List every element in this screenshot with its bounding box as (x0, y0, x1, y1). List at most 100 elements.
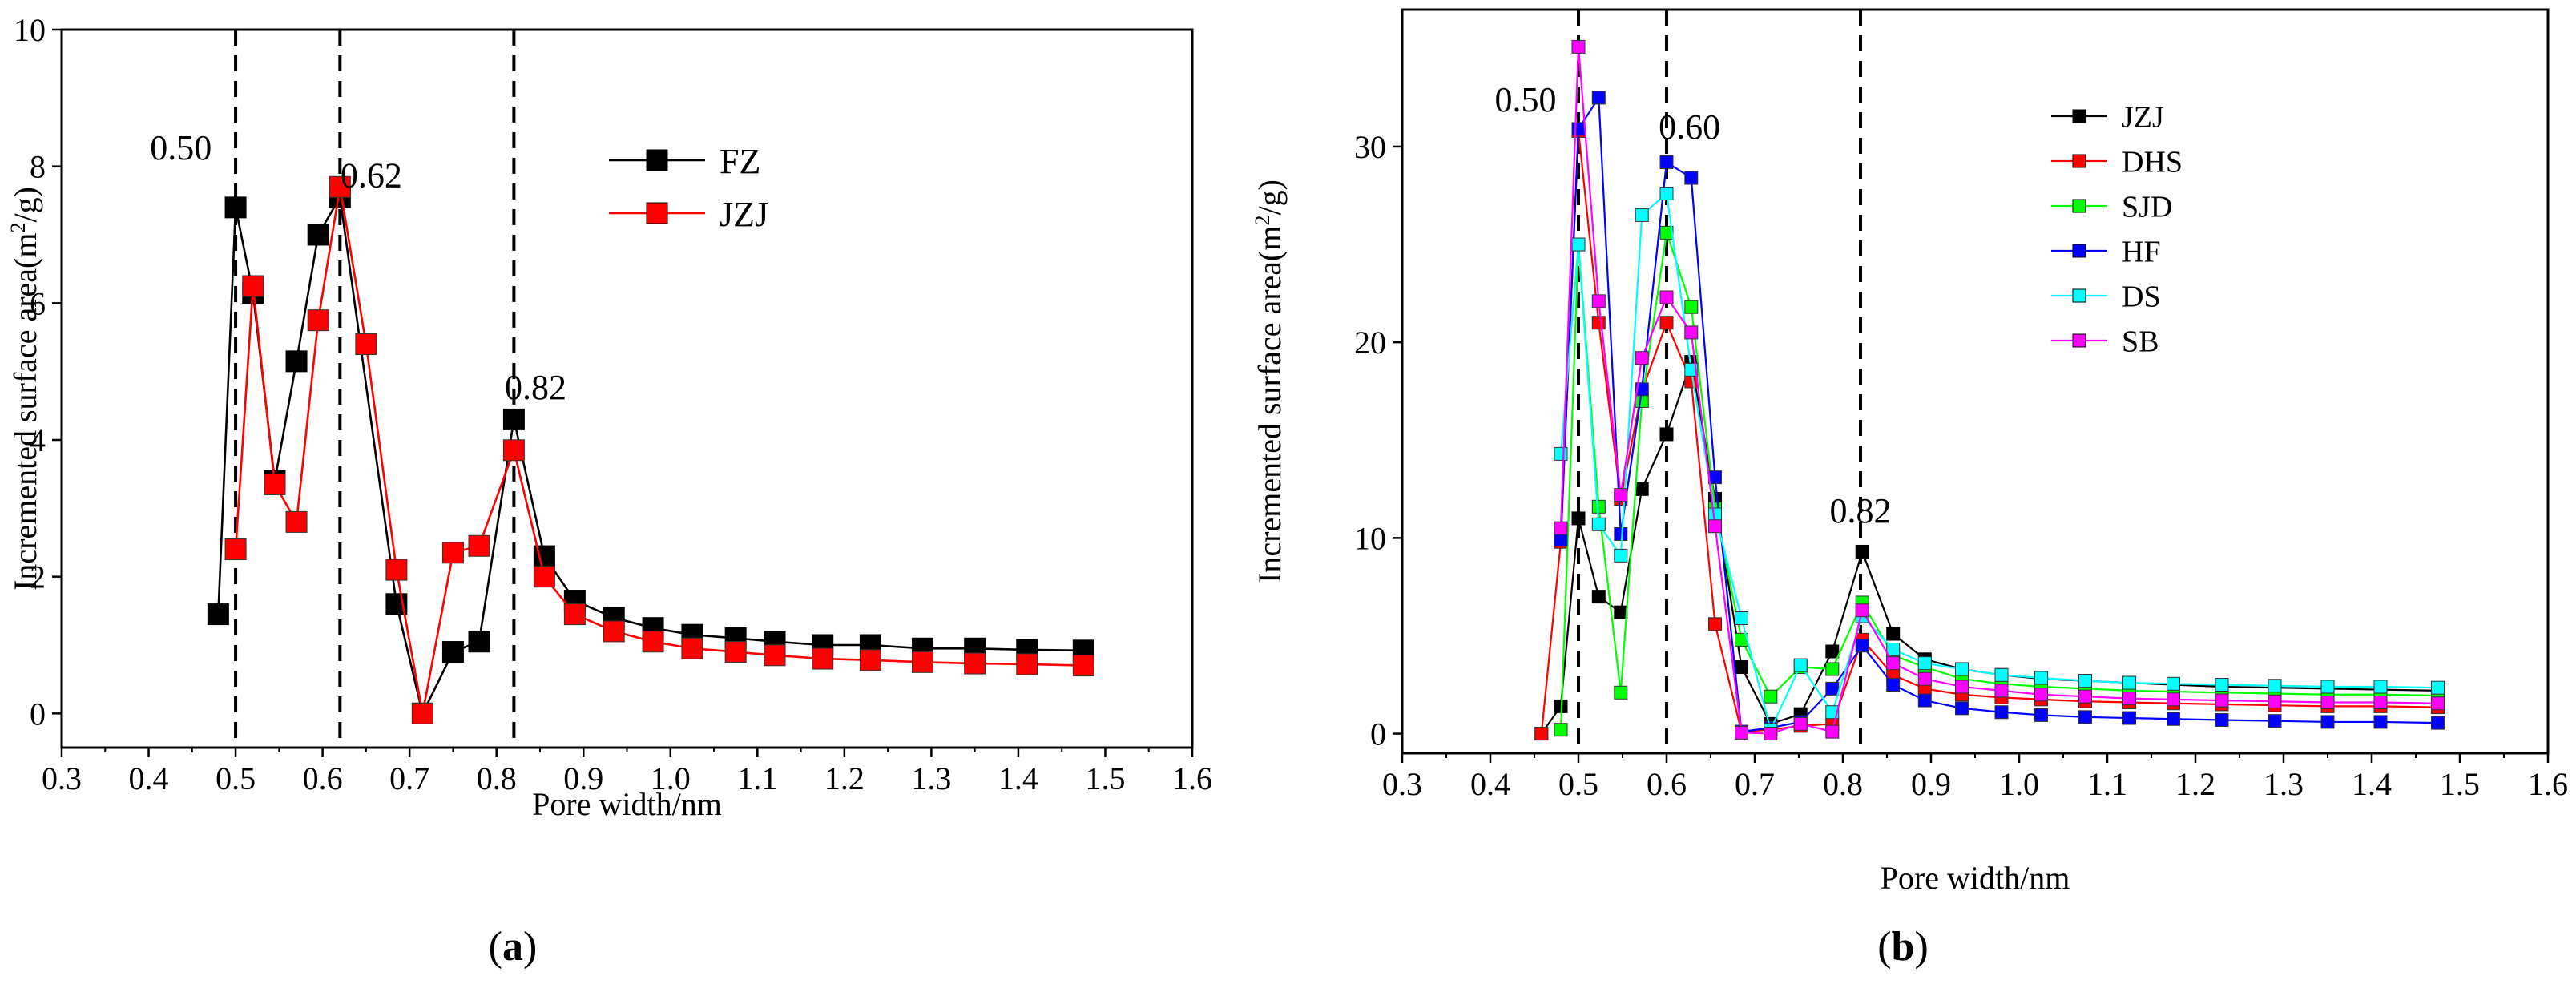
data-point-sb (2320, 696, 2335, 710)
y-tick-label: 10 (14, 12, 46, 48)
data-point-jzj (1614, 605, 1628, 619)
x-tick-label: 1.5 (1085, 760, 1125, 796)
data-point-hf (1635, 382, 1649, 397)
data-point-fz (307, 224, 329, 246)
data-point-jzj (533, 566, 555, 588)
data-point-ds (2268, 679, 2282, 693)
data-point-sb (1635, 351, 1649, 365)
data-point-jzj (502, 439, 525, 462)
data-point-jzj (224, 538, 247, 561)
data-point-ds (1554, 446, 1568, 461)
data-point-ds (1793, 658, 1808, 672)
data-point-sb (1994, 684, 2009, 698)
data-point-hf (2320, 715, 2335, 729)
data-point-jzj (1571, 511, 1586, 526)
data-point-sb (1825, 724, 1840, 739)
y-tick-label: 6 (30, 285, 46, 321)
series-line-sb (1559, 46, 2438, 735)
data-point-sb (1855, 603, 1869, 618)
data-point-fz (441, 641, 464, 663)
legend-label: FZ (720, 142, 760, 181)
data-point-hf (1684, 171, 1699, 185)
data-point-ds (2373, 680, 2388, 694)
data-point-ds (2431, 680, 2445, 695)
data-point-fz (224, 196, 247, 219)
y-tick-label: 2 (30, 559, 46, 595)
y-axis-label: Incremented surface area(m2/g) (1251, 179, 1288, 583)
data-point-hf (1825, 681, 1840, 696)
y-tick-label: 20 (1354, 325, 1386, 361)
data-point-jzj (859, 649, 881, 671)
annotation-label: 0.50 (1495, 80, 1557, 119)
data-point-jzj (1072, 655, 1094, 677)
data-point-ds (2122, 675, 2136, 690)
data-point-jzj (264, 473, 286, 495)
data-point-jzj (1635, 482, 1649, 496)
data-point-jzj (603, 620, 625, 643)
x-tick-label: 1.0 (651, 760, 691, 796)
data-point-hf (1955, 701, 1969, 716)
data-point-hf (1571, 122, 1586, 136)
data-point-hf (2268, 714, 2282, 728)
data-point-jzj (411, 702, 433, 724)
y-tick-label: 0 (1370, 716, 1386, 752)
legend-label: SJD (2122, 191, 2172, 224)
data-point-sb (1764, 727, 1778, 741)
data-point-hf (2431, 716, 2445, 730)
legend-marker (2072, 333, 2086, 348)
data-point-hf (1886, 678, 1901, 692)
x-tick-label: 1.3 (2264, 766, 2304, 802)
data-point-sb (1886, 656, 1901, 671)
x-tick-label: 0.8 (1823, 766, 1863, 802)
x-tick-label: 1.2 (2175, 766, 2215, 802)
data-point-sb (1955, 680, 1969, 694)
data-point-sb (1659, 290, 1674, 304)
legend-marker (2072, 199, 2086, 213)
data-point-jzj (1016, 653, 1038, 675)
data-point-sb (2034, 688, 2048, 702)
data-point-sb (1554, 521, 1568, 535)
data-point-ds (1614, 548, 1628, 563)
data-point-sb (2122, 692, 2136, 706)
data-point-sjd (1684, 300, 1699, 314)
series-line-sjd (1559, 232, 2438, 730)
data-point-jzj (812, 647, 834, 670)
data-point-ds (1994, 667, 2009, 682)
x-tick-label: 0.8 (477, 760, 517, 796)
data-point-sb (1917, 671, 1932, 686)
data-point-hf (2034, 708, 2048, 722)
data-point-fz (468, 631, 490, 653)
data-point-jzj (355, 333, 377, 356)
data-point-jzj (468, 534, 490, 557)
data-point-dhs (1591, 316, 1606, 330)
legend-marker (2072, 154, 2086, 168)
data-point-ds (1659, 187, 1674, 201)
legend-marker (646, 149, 668, 171)
x-tick-label: 0.4 (1470, 766, 1510, 802)
data-point-jzj (724, 641, 747, 663)
data-point-sb (1614, 488, 1628, 502)
data-point-hf (2167, 712, 2180, 726)
data-point-jzj (307, 309, 329, 332)
legend-label: JZJ (720, 195, 768, 234)
data-point-sjd (1635, 393, 1649, 408)
data-point-sb (2167, 692, 2180, 707)
data-point-ds (2078, 674, 2092, 688)
x-tick-label: 1.0 (1999, 766, 2039, 802)
data-point-sb (2078, 689, 2092, 704)
x-tick-label: 0.7 (1735, 766, 1775, 802)
data-point-jzj (964, 652, 986, 675)
x-axis-label: Pore width/nm (532, 786, 722, 822)
y-tick-label: 10 (1354, 520, 1386, 556)
legend-label: JZJ (2122, 101, 2164, 135)
data-point-ds (2034, 671, 2048, 685)
legend-marker (2072, 288, 2086, 303)
data-point-sb (2373, 696, 2388, 710)
data-point-ds (1591, 517, 1606, 531)
data-point-sb (1708, 519, 1722, 534)
data-point-sb (1735, 725, 1748, 740)
series-line-ds (1559, 192, 2438, 732)
x-tick-label: 0.9 (563, 760, 603, 796)
data-point-sb (2268, 694, 2282, 708)
x-tick-label: 1.5 (2440, 766, 2480, 802)
